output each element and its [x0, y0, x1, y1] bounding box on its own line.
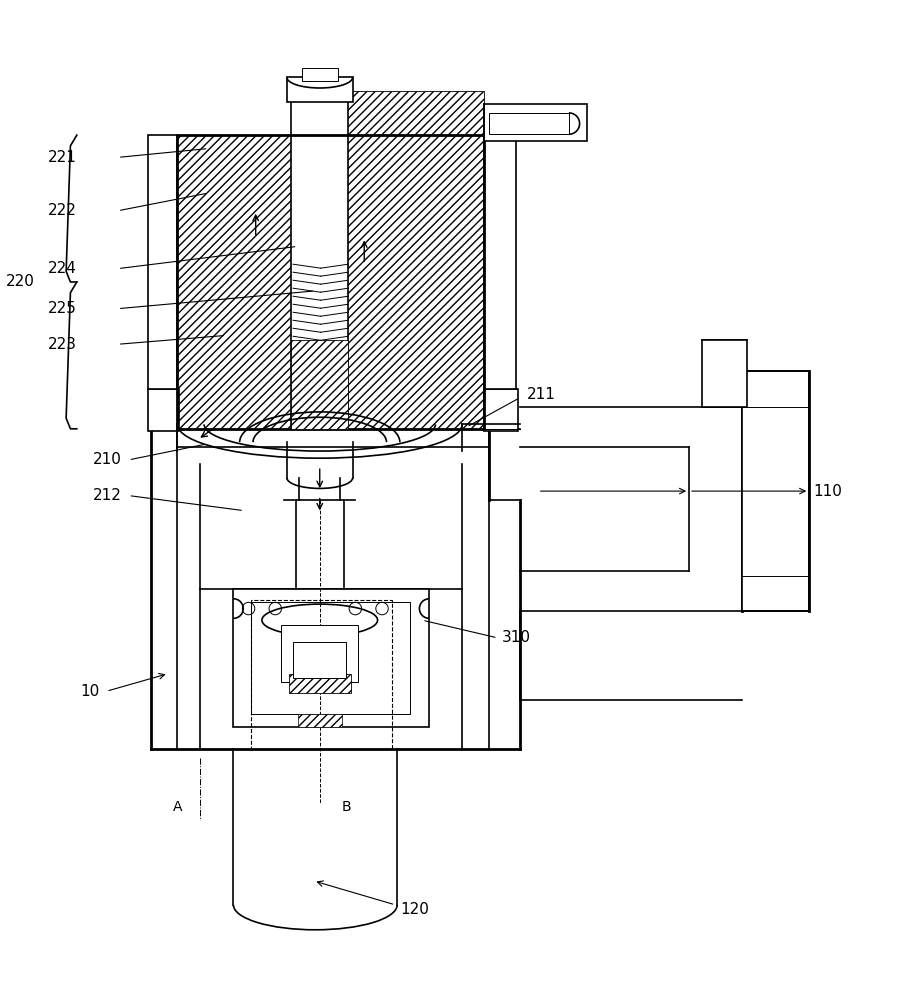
Bar: [177, 135, 297, 429]
Text: 223: 223: [48, 337, 77, 352]
Text: 120: 120: [400, 902, 429, 917]
Text: 210: 210: [93, 452, 122, 467]
Bar: [281, 625, 358, 682]
Bar: [233, 589, 429, 727]
Bar: [320, 91, 484, 429]
Text: 211: 211: [526, 387, 555, 402]
Text: 221: 221: [48, 150, 77, 165]
Text: 222: 222: [48, 203, 77, 218]
Text: 220: 220: [6, 274, 35, 289]
Bar: [251, 602, 409, 714]
Bar: [148, 389, 179, 431]
Text: 212: 212: [93, 488, 122, 503]
Text: 10: 10: [80, 684, 100, 699]
Text: 224: 224: [48, 261, 77, 276]
Bar: [297, 714, 341, 727]
Bar: [291, 340, 348, 429]
Bar: [741, 371, 808, 611]
Text: 310: 310: [502, 630, 531, 645]
Text: A: A: [172, 800, 182, 814]
Bar: [489, 113, 568, 134]
Bar: [251, 600, 391, 749]
Bar: [177, 135, 484, 429]
Bar: [148, 135, 177, 389]
Bar: [484, 104, 586, 141]
Text: 110: 110: [813, 484, 842, 499]
Bar: [286, 77, 352, 102]
Bar: [484, 135, 515, 389]
Bar: [302, 68, 337, 81]
Bar: [291, 91, 348, 429]
Bar: [288, 674, 350, 693]
Bar: [484, 389, 517, 431]
Bar: [293, 642, 346, 678]
Text: 225: 225: [48, 301, 77, 316]
Bar: [702, 340, 746, 407]
Text: B: B: [341, 800, 351, 814]
